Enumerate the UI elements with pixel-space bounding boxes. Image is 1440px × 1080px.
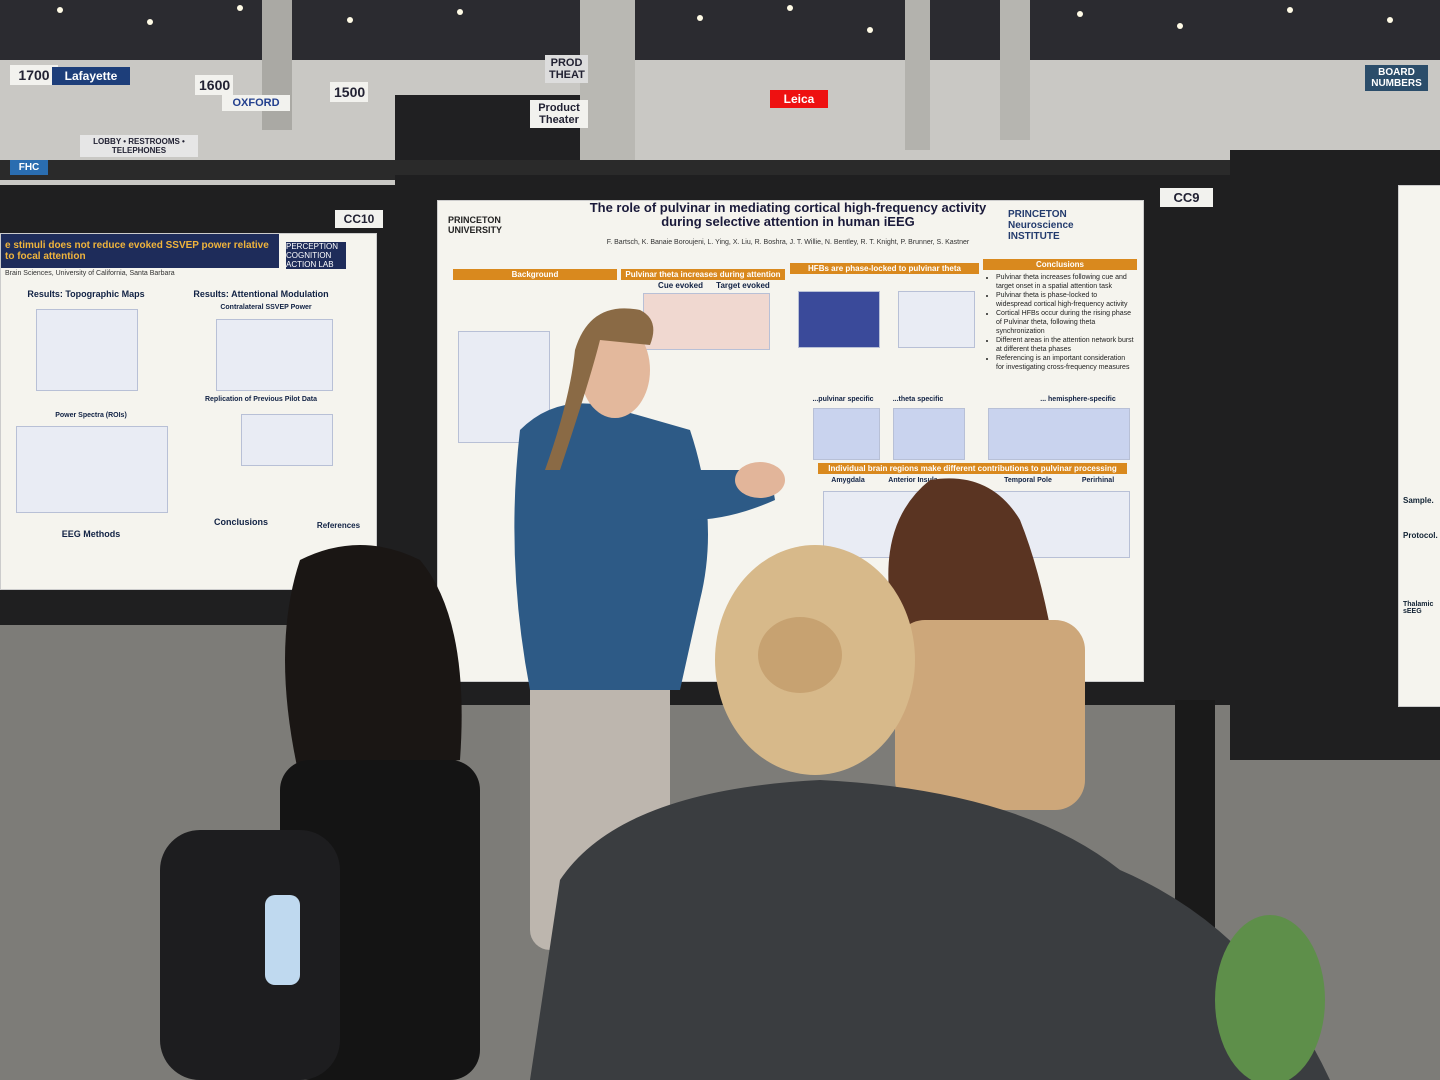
conclusion: Different areas in the attention network…: [996, 336, 1134, 354]
booth-sign: 1700: [10, 65, 58, 85]
section-heading: Conclusions: [213, 517, 268, 527]
poster-text: Protocol.: [1403, 531, 1438, 540]
conclusion: Pulvinar theta is phase-locked to widesp…: [996, 291, 1134, 309]
booth-sign: 1500: [330, 82, 368, 102]
booth-sign: 1600: [195, 75, 233, 95]
panel-label: Anterior Insula: [888, 477, 938, 484]
section-heading: References: [316, 521, 361, 530]
figure: [813, 408, 880, 460]
panel-label: ...theta specific: [892, 396, 944, 403]
figure: [898, 291, 975, 348]
panel-label: Target evoked: [716, 281, 770, 290]
conclusion: Pulvinar theta increases following cue a…: [996, 273, 1134, 291]
section-heading: Power Spectra (ROIs): [55, 412, 127, 419]
lafayette-sign: Lafayette: [52, 67, 130, 85]
poster-text: Sample.: [1403, 496, 1434, 505]
conclusion: Referencing is an important consideratio…: [996, 354, 1134, 372]
panel-label: Cue evoked: [658, 281, 703, 290]
figure: [36, 309, 138, 391]
leica-sign: Leica: [770, 90, 828, 108]
section-heading: HFBs are phase-locked to pulvinar theta: [790, 263, 979, 274]
poster-title: The role of pulvinar in mediating cortic…: [589, 200, 987, 229]
oxford-sign: OXFORD: [222, 95, 290, 111]
university: PRINCETON UNIVERSITY: [448, 215, 503, 235]
figure: [216, 319, 333, 391]
section-heading: EEG Methods: [61, 529, 121, 539]
conclusion: Cortical HFBs occur during the rising ph…: [996, 309, 1134, 336]
authors: F. Bartsch, K. Banaie Boroujeni, L. Ying…: [606, 239, 970, 246]
panel-label: Perirhinal: [1081, 477, 1115, 484]
fhc-sign: FHC: [10, 160, 48, 175]
panel-label: ... hemisphere-specific: [1040, 396, 1116, 403]
section-heading: Results: Attentional Modulation: [193, 289, 329, 299]
affiliation: Brain Sciences, University of California…: [5, 270, 175, 277]
section-heading: Contralateral SSVEP Power: [220, 304, 312, 311]
panel-label: ...pulvinar specific: [812, 396, 874, 403]
figure: [988, 408, 1130, 460]
institute: PRINCETON Neuroscience INSTITUTE: [1008, 209, 1074, 242]
poster-title: e stimuli does not reduce evoked SSVEP p…: [1, 234, 279, 268]
conclusions: Pulvinar theta increases following cue a…: [986, 273, 1134, 372]
figure: [893, 408, 965, 460]
woman-foreground: [530, 545, 1330, 1080]
section-heading: Individual brain regions make different …: [818, 463, 1127, 474]
panel-label: Amygdala: [831, 477, 865, 484]
figure: [16, 426, 168, 513]
figure: [458, 331, 550, 443]
poster-left: e stimuli does not reduce evoked SSVEP p…: [0, 233, 377, 590]
product-theater-sign: Product Theater: [530, 100, 588, 128]
section-heading: Conclusions: [983, 259, 1137, 270]
theater-sign: PROD THEAT: [545, 55, 588, 83]
panel-label: Temporal Pole: [1004, 477, 1052, 484]
lobby-sign: LOBBY • RESTROOMS • TELEPHONES: [80, 135, 198, 157]
board-numbers-sign: BOARD NUMBERS: [1365, 65, 1428, 91]
section-heading: Results: Topographic Maps: [27, 289, 145, 299]
board-label: CC10: [335, 210, 383, 228]
woman-long-hair: [888, 478, 1085, 810]
section-heading: Replication of Previous Pilot Data: [204, 396, 318, 403]
poster-right: Sample. Protocol. Thalamic sEEG: [1398, 185, 1440, 707]
section-heading: Background: [453, 269, 617, 280]
board-label: CC9: [1160, 188, 1213, 207]
poster-text: Thalamic sEEG: [1403, 601, 1434, 615]
section-heading: Pulvinar theta increases during attentio…: [621, 269, 785, 280]
woman-curly-hair: [160, 545, 480, 1080]
lab-name: PERCEPTION COGNITION ACTION LAB: [286, 242, 346, 269]
figure: [241, 414, 333, 466]
figure: [798, 291, 880, 348]
